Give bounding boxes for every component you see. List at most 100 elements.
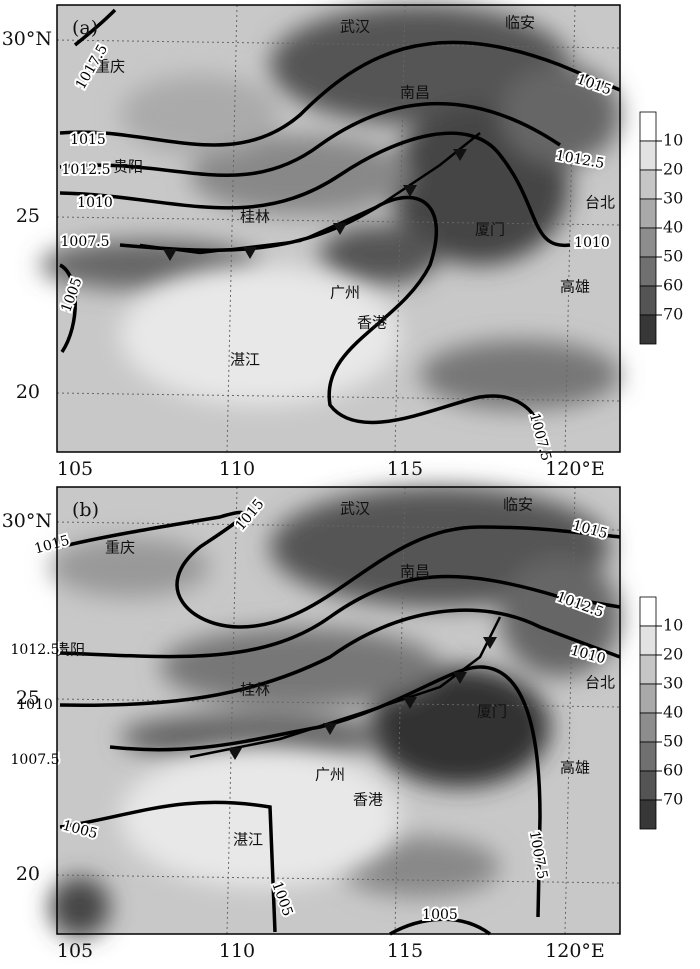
x-tick-label: 120°E <box>545 940 605 962</box>
city-label: 武汉 <box>340 500 370 518</box>
city-label: 厦门 <box>477 703 507 721</box>
panel-label: (a) <box>72 17 98 39</box>
front-triangle <box>228 748 242 760</box>
city-label: 临安 <box>505 14 535 32</box>
city-label: 香港 <box>357 314 387 332</box>
isobar <box>59 263 77 353</box>
front-triangle <box>403 697 417 709</box>
graticule <box>56 698 621 708</box>
city-label: 高雄 <box>560 759 590 777</box>
colorbar-cell <box>639 198 657 229</box>
y-tick-label: 25 <box>16 687 40 709</box>
colorbar-label: 10 <box>663 131 683 150</box>
precip-area <box>420 340 620 410</box>
precip-area <box>160 627 440 707</box>
map-panel: 武汉 临安重庆南昌贵阳桂林台北厦门高雄广州香港湛江1017.510151012.5… <box>2 4 683 480</box>
city-label: 桂林 <box>240 208 270 226</box>
isobar-label: 1010 <box>77 195 113 211</box>
colorbar-label: 30 <box>663 189 683 208</box>
colorbar-cell <box>639 770 657 801</box>
y-tick-label: 25 <box>16 205 40 227</box>
city-label: 桂林 <box>240 681 270 699</box>
front-triangle <box>483 637 497 649</box>
precip-area <box>190 135 410 215</box>
colorbar-cell <box>639 285 657 316</box>
city-label: 高雄 <box>560 278 590 296</box>
colorbar-label: 40 <box>663 703 683 722</box>
city-label: 重庆 <box>105 539 135 557</box>
front-triangle <box>333 223 347 235</box>
city-label: 厦门 <box>475 221 505 239</box>
city-label: 贵阳 <box>113 158 143 176</box>
isobar-label: 1007.5 <box>11 752 60 768</box>
x-tick-label: 105 <box>57 458 93 480</box>
colorbar-label: 40 <box>663 218 683 237</box>
x-tick-label: 120°E <box>545 458 605 480</box>
front-triangle <box>453 672 467 684</box>
colorbar-label: 70 <box>663 305 683 324</box>
front-triangle <box>453 149 467 161</box>
colorbar-cell <box>639 712 657 743</box>
isobar <box>59 101 561 177</box>
front-triangle <box>323 723 337 735</box>
colorbar-cell <box>639 227 657 258</box>
colorbar-cell <box>639 596 657 627</box>
city-label: 南昌 <box>400 84 430 102</box>
city-label: 广州 <box>330 284 360 302</box>
colorbar-label: 60 <box>663 761 683 780</box>
graticule <box>56 39 621 49</box>
isobar-label: 1010 <box>574 235 610 251</box>
light-area <box>120 265 400 405</box>
isobar-label: 1012.5 <box>62 162 111 178</box>
colorbar-label: 10 <box>663 616 683 635</box>
city-label: 台北 <box>585 194 615 212</box>
precip-area <box>500 65 620 165</box>
colorbar-label: 60 <box>663 276 683 295</box>
precip-area <box>270 5 570 125</box>
colorbar-cell <box>639 256 657 287</box>
colorbar-label: 50 <box>663 732 683 751</box>
city-label: 广州 <box>315 766 345 784</box>
x-tick-label: 110 <box>219 940 255 962</box>
x-tick-label: 115 <box>387 940 423 962</box>
precip-area <box>50 877 110 937</box>
isobar <box>59 800 277 933</box>
colorbar-cell <box>639 741 657 772</box>
isobar <box>59 608 621 707</box>
city-label: 贵阳 <box>55 641 85 659</box>
colorbar-cell <box>639 169 657 200</box>
colorbar-cell <box>639 654 657 685</box>
colorbar-cell <box>639 111 657 142</box>
isobar-label: 1015 <box>70 132 106 148</box>
front-triangle <box>403 185 417 197</box>
city-label: 临安 <box>503 496 533 514</box>
map-frame <box>56 4 621 453</box>
colorbar-label: 70 <box>663 790 683 809</box>
isobar <box>59 574 621 659</box>
colorbar-cell <box>639 625 657 656</box>
city-label: 香港 <box>353 791 383 809</box>
colorbar-label: 30 <box>663 674 683 693</box>
city-label: 重庆 <box>95 58 125 76</box>
y-tick-label: 20 <box>16 381 40 403</box>
shading <box>40 5 620 410</box>
isobar-label: 1010 <box>17 697 53 713</box>
isobar-label: 1007.5 <box>61 234 110 250</box>
x-tick-label: 115 <box>387 458 423 480</box>
panel-label: (b) <box>72 499 99 521</box>
colorbar-cell <box>639 683 657 714</box>
x-tick-label: 105 <box>57 940 93 962</box>
colorbar-label: 20 <box>663 645 683 664</box>
graticule <box>56 216 621 226</box>
city-label: 南昌 <box>400 563 430 581</box>
city-label: 湛江 <box>233 831 263 849</box>
front-triangle <box>243 247 257 259</box>
city-label: 武汉 <box>340 18 370 36</box>
isobar-label: 1005 <box>422 907 458 923</box>
precip-area <box>120 75 280 155</box>
y-tick-label: 20 <box>16 863 40 885</box>
light-area <box>120 747 400 887</box>
colorbar-label: 20 <box>663 160 683 179</box>
